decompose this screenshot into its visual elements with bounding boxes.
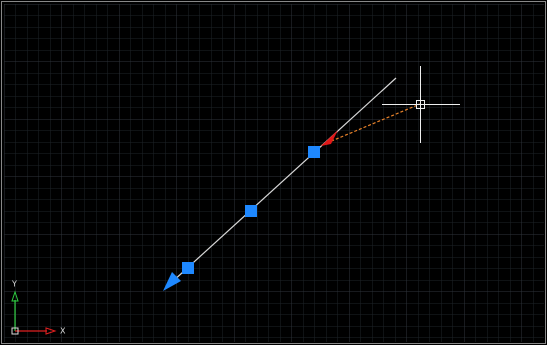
ucs-x-arrow (45, 327, 57, 335)
ucs-origin (11, 327, 19, 335)
major-grid (4, 4, 544, 342)
ucs-x-label: X (60, 327, 66, 336)
grip-arrow-active[interactable] (321, 130, 338, 146)
grip-arrow[interactable] (163, 272, 181, 291)
pickbox (416, 100, 425, 109)
grip[interactable] (308, 146, 320, 158)
grip[interactable] (245, 205, 257, 217)
rubber-band (321, 103, 421, 146)
ucs-y-label: Y (11, 280, 17, 289)
ucs-y-arrow (11, 290, 19, 302)
line-entity[interactable] (171, 77, 397, 283)
grip[interactable] (182, 262, 194, 274)
